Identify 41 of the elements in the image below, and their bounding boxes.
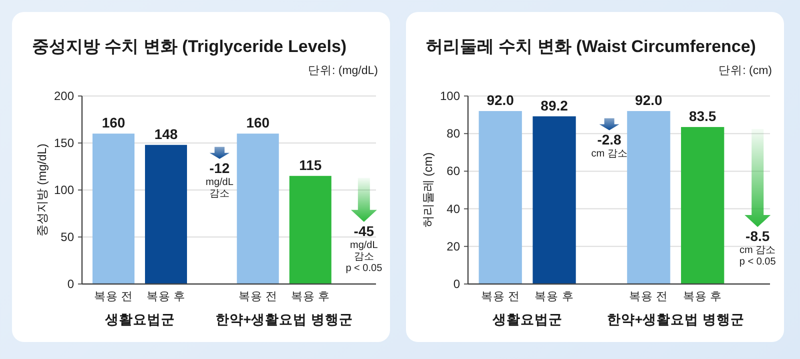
chart-subtitle: 단위: (mg/dL) (308, 65, 378, 77)
chart-title: 허리둘레 수치 변화 (Waist Circumference) (426, 37, 756, 56)
data-label: 160 (102, 114, 126, 131)
x-tick-label: 복용 전 (94, 291, 134, 303)
y-tick-label: 150 (54, 136, 74, 150)
text: 생활요법군 (491, 312, 562, 327)
x-tick-label: 복용 후 (534, 291, 574, 303)
chart-subtitle: 단위: (cm) (718, 65, 772, 77)
y-tick-label: 40 (446, 202, 460, 216)
y-tick-label: 50 (60, 230, 74, 244)
y-tick-label: 80 (446, 126, 460, 141)
text: 생활요법군 (104, 312, 175, 327)
x-tick-label: 복용 전 (238, 291, 278, 303)
y-tick-label: 0 (453, 277, 460, 291)
annotation: -45 mg/dL 감소 p < 0.05 (346, 222, 383, 274)
y-tick-label: 20 (446, 239, 460, 254)
y-tick-label: 100 (54, 183, 74, 197)
x-tick-label: 복용 후 (682, 291, 722, 303)
annotation: -2.8 cm 감소 (591, 131, 628, 160)
text: 한약+생활요법 병행군 (215, 312, 353, 327)
x-tick-label: 복용 전 (480, 291, 520, 303)
data-label: 83.5 (688, 108, 716, 124)
y-tick-label: 60 (446, 164, 460, 178)
x-tick-label: 복용 전 (629, 291, 668, 303)
data-label: 148 (154, 126, 178, 142)
x-tick-label: 복용 후 (146, 291, 186, 303)
data-label: 115 (299, 156, 322, 173)
y-axis-title: 중성지방 (mg/dL) (35, 144, 49, 236)
annotation: -8.5 cm 감소 p < 0.05 (739, 228, 776, 268)
y-axis-title: 허리둘레 (cm) (421, 152, 435, 228)
annotation: -12 mg/dL 감소 (206, 160, 234, 200)
data-label: 92.0 (635, 92, 662, 108)
x-tick-label: 복용 후 (290, 291, 330, 303)
chart-title: 중성지방 수치 변화 (Triglyceride Levels) (32, 37, 347, 56)
y-tick-label: 100 (440, 89, 460, 103)
y-tick-label: 0 (67, 277, 74, 291)
data-label: 92.0 (486, 92, 514, 108)
text: 한약+생활요법 병행군 (606, 312, 744, 327)
data-label: 160 (246, 114, 270, 131)
data-label: 89.2 (540, 97, 568, 114)
y-tick-label: 200 (54, 89, 74, 103)
